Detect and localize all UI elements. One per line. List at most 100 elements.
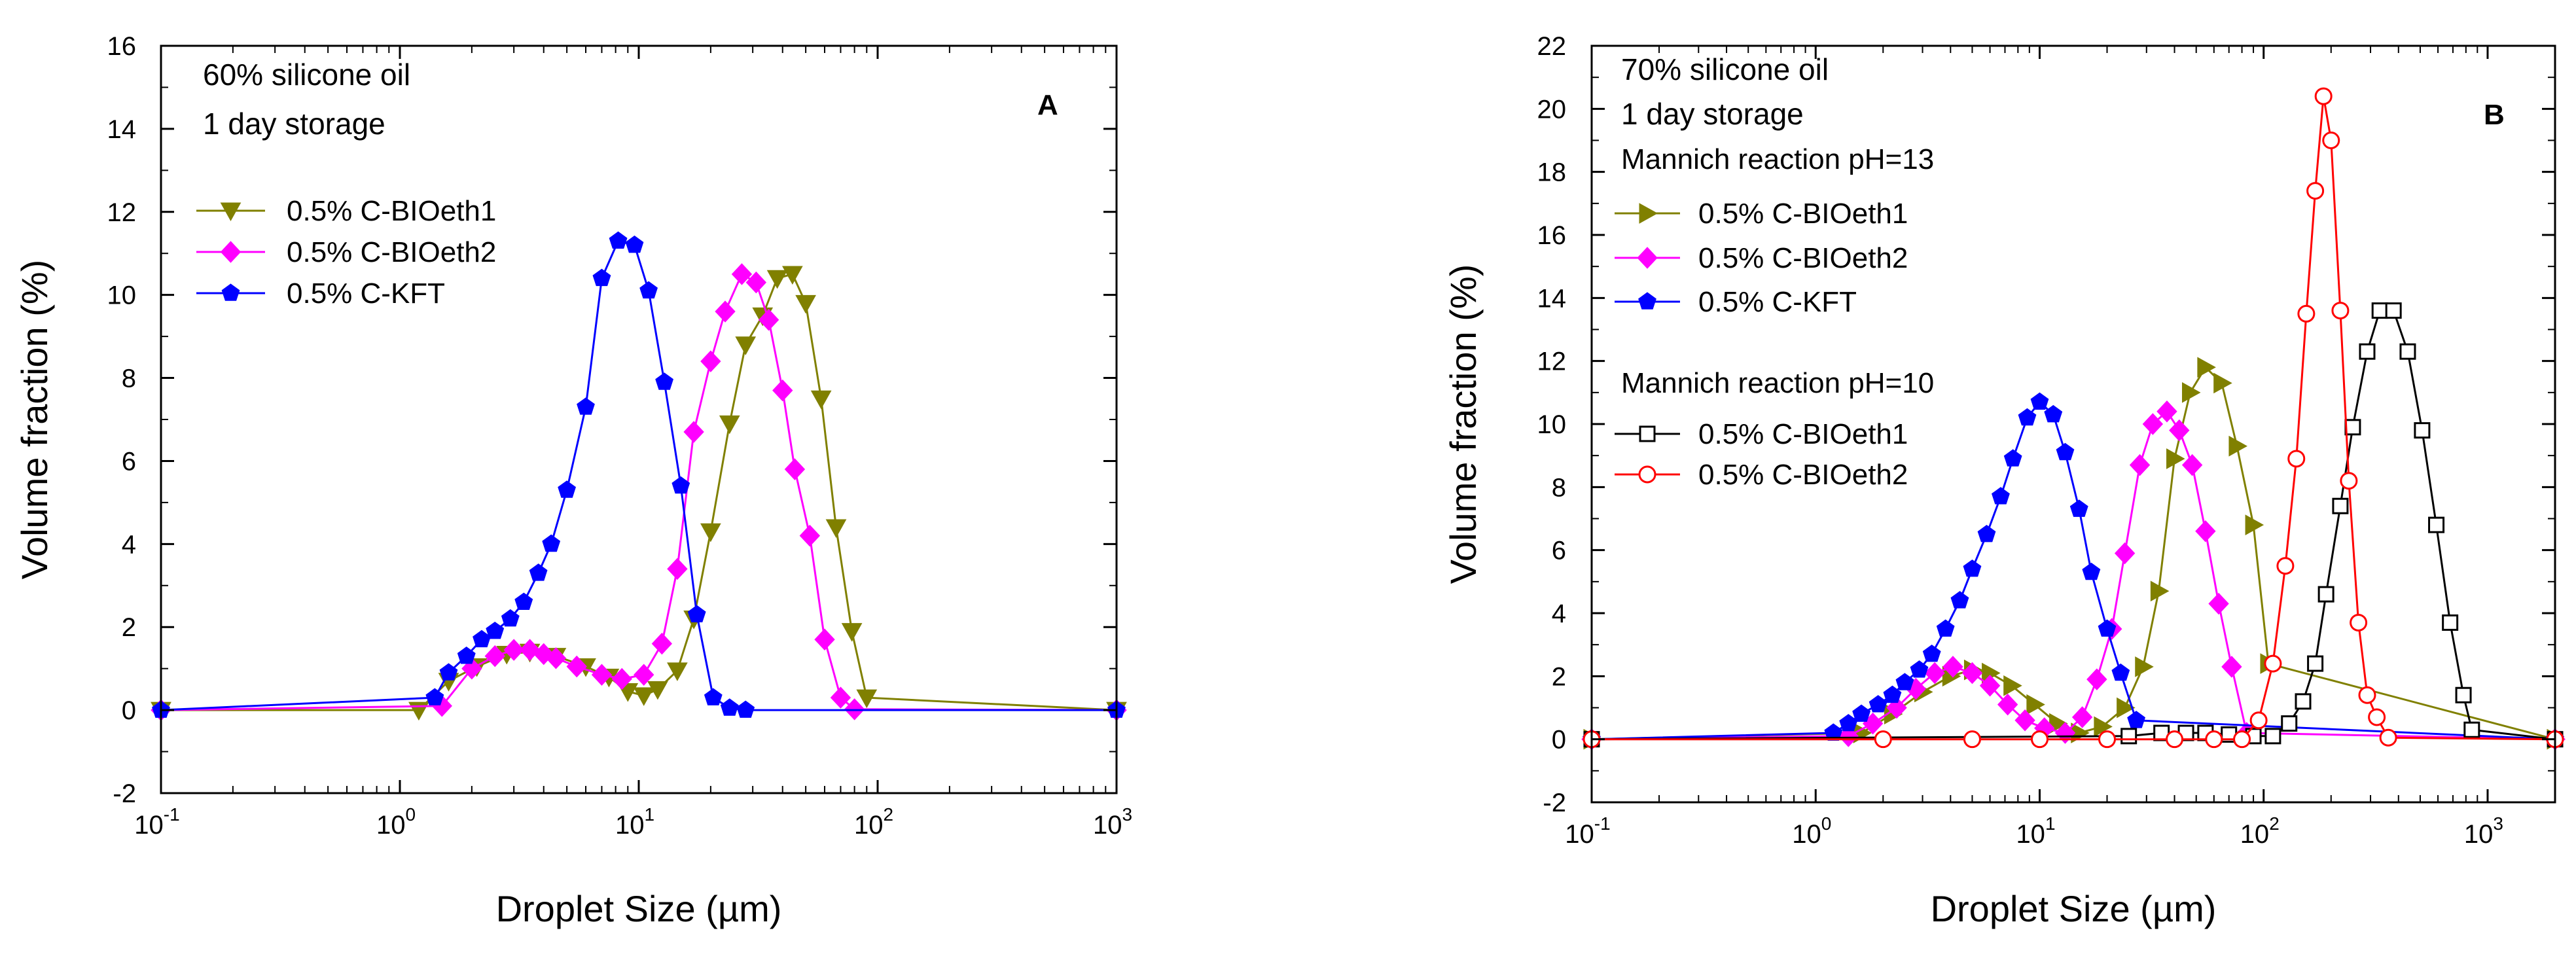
data-point <box>1922 644 1941 662</box>
data-point <box>667 662 688 681</box>
series-0-5-c-kft-2 <box>152 231 1126 718</box>
y-tick-label: 0 <box>1552 726 1566 755</box>
data-point <box>2379 728 2397 747</box>
data-point <box>825 519 847 538</box>
data-point <box>1961 662 1983 684</box>
data-point <box>2003 449 2022 467</box>
data-point <box>2044 404 2063 423</box>
data-point <box>671 476 690 494</box>
data-point <box>1824 723 1843 741</box>
annotation-text: 1 day storage <box>203 107 385 141</box>
x-axis-title: Droplet Size (µm) <box>496 888 782 929</box>
data-point <box>2442 614 2459 631</box>
panel-a-chart: -2 0 2 4 6 8 10 12 14 16 10-1 100 101 102 103 Droplet S… <box>14 32 1132 929</box>
data-point <box>592 268 611 287</box>
data-point <box>558 480 576 498</box>
data-point <box>2135 656 2154 677</box>
y-tick-label: -2 <box>1543 789 1566 817</box>
data-point <box>2166 730 2184 749</box>
data-point <box>545 647 567 669</box>
x-tick-label: 101 <box>2016 813 2055 849</box>
data-point <box>2150 580 2170 602</box>
legend-marker <box>1637 247 1658 269</box>
legend-entry-0-5-c-bioeth2: 0.5% C-BIOeth2 <box>196 236 496 268</box>
series-0-5-c-bioeth2-1 <box>1581 400 2566 751</box>
data-point <box>731 263 753 285</box>
y-tick-label: 16 <box>1537 221 1567 250</box>
data-point <box>720 698 739 716</box>
data-point <box>2197 357 2216 378</box>
data-point <box>639 281 658 299</box>
data-point <box>591 664 613 686</box>
data-point <box>2385 302 2402 319</box>
legend-entry-0-5-c-bioeth1: 0.5% C-BIOeth1 <box>1615 418 1908 450</box>
data-point <box>425 688 444 705</box>
data-point <box>2350 613 2368 631</box>
data-point <box>2213 372 2232 394</box>
data-point <box>2276 557 2295 575</box>
data-point <box>810 390 832 410</box>
data-point <box>2281 715 2298 732</box>
data-point <box>2014 709 2035 732</box>
data-point <box>795 294 816 314</box>
y-tick-label: 4 <box>122 530 136 559</box>
y-tick-label: 10 <box>1537 410 1567 439</box>
data-point <box>856 689 878 709</box>
data-point <box>2359 343 2376 360</box>
data-point <box>1895 673 1914 690</box>
data-point <box>2018 408 2037 426</box>
y-tick-label: 22 <box>1537 32 1567 61</box>
x-tick-label: 102 <box>2240 813 2280 849</box>
y-tick-label: 20 <box>1537 95 1567 124</box>
data-point <box>1883 685 1902 703</box>
data-point <box>745 271 767 294</box>
data-point <box>2026 694 2045 715</box>
y-tick-label: 14 <box>107 115 137 144</box>
series-line <box>1591 400 2556 741</box>
y-tick-label: 2 <box>122 613 136 642</box>
legend-group: 0.5% C-BIOeth1 0.5% C-BIOeth2 0.5% C-KFT <box>196 195 496 310</box>
legend-marker <box>1639 203 1658 224</box>
data-point <box>758 309 779 331</box>
data-point <box>2428 516 2445 533</box>
data-point <box>2082 562 2101 580</box>
legend-marker <box>220 241 241 263</box>
data-point <box>408 702 429 721</box>
data-point <box>609 231 628 249</box>
data-point <box>1852 704 1870 722</box>
data-point <box>687 605 706 622</box>
y-axis-title: Volume fraction (%) <box>1442 264 1484 584</box>
data-point <box>647 681 668 700</box>
legend-group: Mannich reaction pH=10 0.5% C-BIOeth1 0.5%… <box>1615 367 1934 491</box>
data-point <box>457 646 476 664</box>
series-line <box>161 273 1117 711</box>
data-point <box>766 270 788 289</box>
y-tick-label: 0 <box>122 696 136 725</box>
data-point <box>1869 695 1887 713</box>
y-tick-label: 2 <box>1552 662 1566 691</box>
data-point <box>542 534 561 552</box>
data-point <box>2314 87 2333 105</box>
data-point <box>683 421 704 443</box>
data-point <box>655 372 673 390</box>
data-point <box>700 523 721 542</box>
y-tick-label: 18 <box>1537 158 1567 187</box>
data-point <box>2117 697 2136 719</box>
data-point <box>484 645 505 667</box>
data-point <box>625 235 644 253</box>
data-point <box>799 524 821 547</box>
legend-label: 0.5% C-BIOeth2 <box>1698 459 1908 491</box>
legend-label: 0.5% C-BIOeth2 <box>1698 242 1908 274</box>
data-point <box>1874 730 1892 749</box>
data-point <box>830 686 851 709</box>
data-point <box>2455 686 2472 703</box>
data-point <box>2340 472 2358 490</box>
data-point <box>841 623 863 642</box>
data-point <box>715 300 736 323</box>
data-point <box>2306 182 2325 200</box>
data-point <box>667 558 688 580</box>
legend-entry-0-5-c-bioeth2: 0.5% C-BIOeth2 <box>1615 242 1908 274</box>
legend-label: 0.5% C-KFT <box>1698 286 1857 318</box>
data-point <box>514 592 533 610</box>
